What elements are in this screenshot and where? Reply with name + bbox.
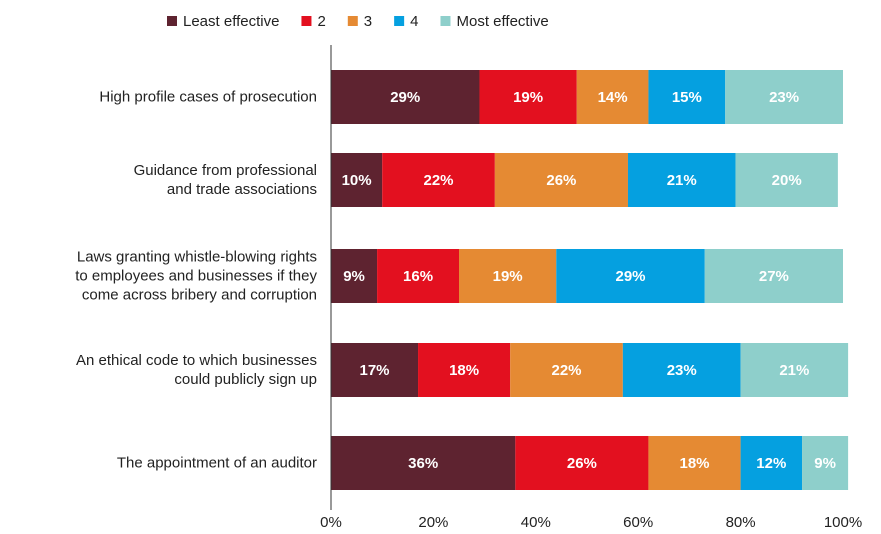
legend-label: 2 bbox=[317, 13, 325, 30]
bar-segment bbox=[331, 343, 419, 397]
value-label: 17% bbox=[360, 362, 390, 379]
bar-segment bbox=[382, 153, 495, 207]
bar-segment bbox=[331, 70, 480, 124]
bar-segment bbox=[331, 249, 378, 303]
value-label: 22% bbox=[552, 362, 582, 379]
bar-segment bbox=[479, 70, 577, 124]
value-label: 9% bbox=[343, 268, 365, 285]
legend-swatch bbox=[347, 16, 358, 26]
bar-segment bbox=[725, 70, 843, 124]
x-tick-label: 60% bbox=[623, 514, 653, 531]
value-label: 20% bbox=[772, 172, 802, 189]
legend-label: 3 bbox=[364, 13, 372, 30]
value-label: 16% bbox=[403, 268, 433, 285]
value-label: 27% bbox=[759, 268, 789, 285]
category-label: The appointment of an auditor bbox=[116, 454, 317, 472]
x-tick-label: 20% bbox=[418, 514, 448, 531]
bar-segment bbox=[740, 343, 849, 397]
value-label: 19% bbox=[513, 89, 543, 106]
value-label: 10% bbox=[342, 172, 372, 189]
bar-segment bbox=[740, 436, 803, 490]
value-label: 19% bbox=[493, 268, 523, 285]
legend-swatch bbox=[440, 16, 451, 26]
value-label: 18% bbox=[449, 362, 479, 379]
category-label: High profile cases of prosecution bbox=[99, 88, 317, 106]
bar-segment bbox=[648, 70, 726, 124]
legend-swatch bbox=[394, 16, 405, 26]
bar-segment bbox=[418, 343, 511, 397]
value-label: 15% bbox=[672, 89, 702, 106]
bar-segment bbox=[377, 249, 459, 303]
value-label: 23% bbox=[769, 89, 799, 106]
x-tick-label: 80% bbox=[726, 514, 756, 531]
value-label: 23% bbox=[667, 362, 697, 379]
category-label: An ethical code to which businesses coul… bbox=[76, 352, 317, 388]
value-label: 36% bbox=[408, 455, 438, 472]
value-label: 12% bbox=[756, 455, 786, 472]
value-label: 21% bbox=[667, 172, 697, 189]
bar-segment bbox=[331, 436, 516, 490]
bar-segment bbox=[802, 436, 849, 490]
value-label: 29% bbox=[616, 268, 646, 285]
category-label: Guidance from professional and trade ass… bbox=[133, 162, 317, 198]
value-label: 9% bbox=[814, 455, 836, 472]
value-label: 21% bbox=[779, 362, 809, 379]
bar-segment bbox=[735, 153, 838, 207]
legend-label: Least effective bbox=[183, 13, 279, 30]
value-label: 14% bbox=[598, 89, 628, 106]
legend-label: 4 bbox=[410, 13, 418, 30]
bar-segment bbox=[648, 436, 741, 490]
bar-segment bbox=[622, 343, 741, 397]
x-tick-label: 40% bbox=[521, 514, 551, 531]
value-label: 29% bbox=[390, 89, 420, 106]
legend-label: Most effective bbox=[456, 13, 548, 30]
bar-segment bbox=[627, 153, 736, 207]
legend-swatch bbox=[167, 16, 177, 26]
bar-segment bbox=[494, 153, 628, 207]
bar-segment bbox=[556, 249, 705, 303]
value-label: 18% bbox=[680, 455, 710, 472]
x-tick-label: 100% bbox=[824, 514, 862, 531]
bar-segment bbox=[331, 153, 383, 207]
x-tick-label: 0% bbox=[320, 514, 342, 531]
legend-swatch bbox=[301, 16, 312, 26]
bar-segment bbox=[576, 70, 649, 124]
value-label: 26% bbox=[546, 172, 576, 189]
value-label: 26% bbox=[567, 455, 597, 472]
bar-segment bbox=[459, 249, 557, 303]
bar-segment bbox=[515, 436, 649, 490]
bar-segment bbox=[704, 249, 843, 303]
category-label: Laws granting whistle-blowing rights to … bbox=[75, 248, 317, 304]
value-label: 22% bbox=[424, 172, 454, 189]
bar-segment bbox=[510, 343, 623, 397]
